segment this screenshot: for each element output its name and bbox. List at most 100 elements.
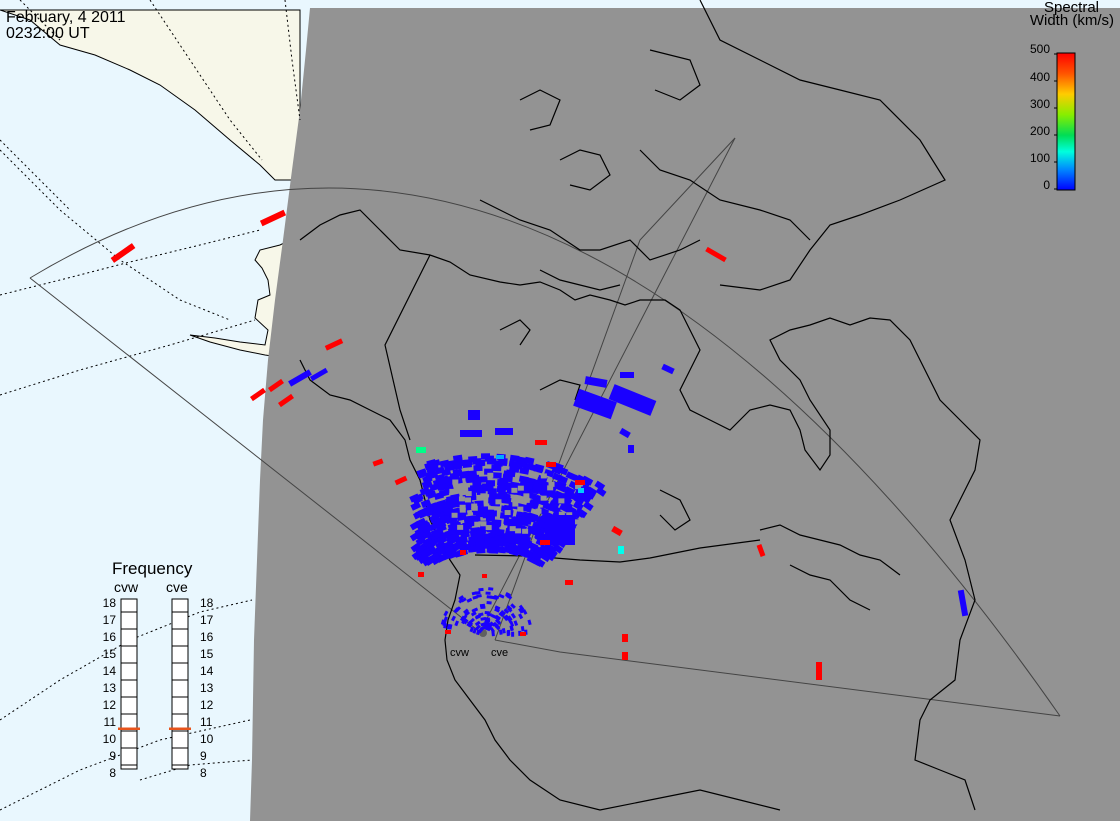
echo-cell [443,610,449,617]
echo-cell [557,475,569,484]
echo-cell [545,489,556,499]
echo-cell [465,491,472,497]
echo-cell [529,556,541,566]
frequency-scale-tick: 10 [200,732,214,746]
echo-cell [444,545,455,555]
echo-cell [372,458,384,467]
echo-cell [705,246,727,263]
echo-cell [420,521,432,532]
colorbar-ticks [1054,53,1057,190]
colorbar-tick-label: 300 [1029,97,1050,111]
echo-cell [475,459,485,467]
frequency-scale-tick: 18 [200,596,214,610]
echo-cell [497,539,508,548]
echo-cell [608,384,657,416]
echo-cell [443,616,448,622]
echo-cell [490,524,500,531]
echo-cell [482,574,487,578]
echo-cell [816,662,822,680]
colorbar-title-line2: Width (km/s) [1029,12,1114,29]
echo-cell [489,595,495,600]
echo-cell [504,546,515,555]
echo-cell [464,610,471,617]
echo-cell [498,611,505,618]
echo-cell [498,629,503,635]
echo-cell [622,652,628,660]
echo-cell [441,468,452,477]
echo-cell [436,477,447,486]
frequency-scale-tick: 13 [102,681,116,695]
frequency-scale-tick: 16 [102,630,116,644]
echo-cell [505,536,516,545]
echo-cell [494,605,501,611]
echo-cell [540,495,547,501]
echo-cell [418,572,424,577]
echo-cell [620,372,634,378]
cve-frequency-box [171,598,189,770]
echo-cell [443,507,454,516]
frequency-scale-tick: 8 [109,766,116,780]
echo-cell [492,472,502,479]
echo-cell [458,496,465,502]
echo-cell [515,510,526,519]
echo-cell [500,610,506,616]
echo-cell [459,615,466,622]
echo-cell [476,527,486,534]
echo-cell [552,543,564,554]
echo-cell [566,512,573,518]
echo-cell [572,528,579,534]
echo-cell [487,488,497,495]
echo-cell [431,517,442,527]
echo-cell [466,515,476,523]
echo-cell [565,505,577,515]
echo-cell [488,543,499,551]
echo-cell [661,363,675,375]
echo-cell [448,624,453,630]
echo-cell [410,501,422,511]
echo-cell [458,595,465,601]
echo-cell [622,634,628,642]
echo-cell [522,528,529,534]
echo-cell [509,625,514,631]
echo-cell [491,464,501,471]
echo-cell [445,630,451,634]
colorbar-tick-label: 200 [1029,124,1050,138]
echo-cell [505,470,516,478]
echo-cell [573,489,585,499]
echo-cell [465,474,475,482]
echo-cell [532,482,543,491]
echo-cell [573,388,617,420]
echo-cell [564,486,576,496]
echo-cell [486,458,497,465]
frequency-scale-tick: 9 [200,749,207,763]
frequency-scale-tick: 15 [200,647,214,661]
echo-cell [531,551,543,562]
echo-cell [394,475,408,486]
frequency-scale-tick: 17 [200,613,214,627]
echo-cell [504,510,511,516]
echo-cell [474,614,481,620]
echo-cell [491,631,495,637]
echo-cell [422,480,433,490]
echo-cell [495,499,502,505]
frequency-scale-tick: 9 [109,749,116,763]
echo-cell [595,486,607,497]
echo-cell [480,493,487,499]
echo-cell [559,494,571,505]
echo-cell [510,603,516,609]
echo-cell [409,531,421,542]
echo-cell [546,462,556,467]
echo-cell [515,528,522,534]
frequency-radar-label-cve: cve [166,579,188,595]
echo-cell [523,493,530,499]
echo-cell [468,536,478,544]
echo-cell [487,472,494,478]
echo-cell [517,485,524,491]
echo-cell [430,528,442,538]
frequency-scale-tick: 11 [103,715,116,729]
colorbar-tick-label: 0 [1043,178,1050,192]
echo-cell [430,459,441,468]
echo-cell [415,546,427,557]
echo-cell [556,483,567,493]
